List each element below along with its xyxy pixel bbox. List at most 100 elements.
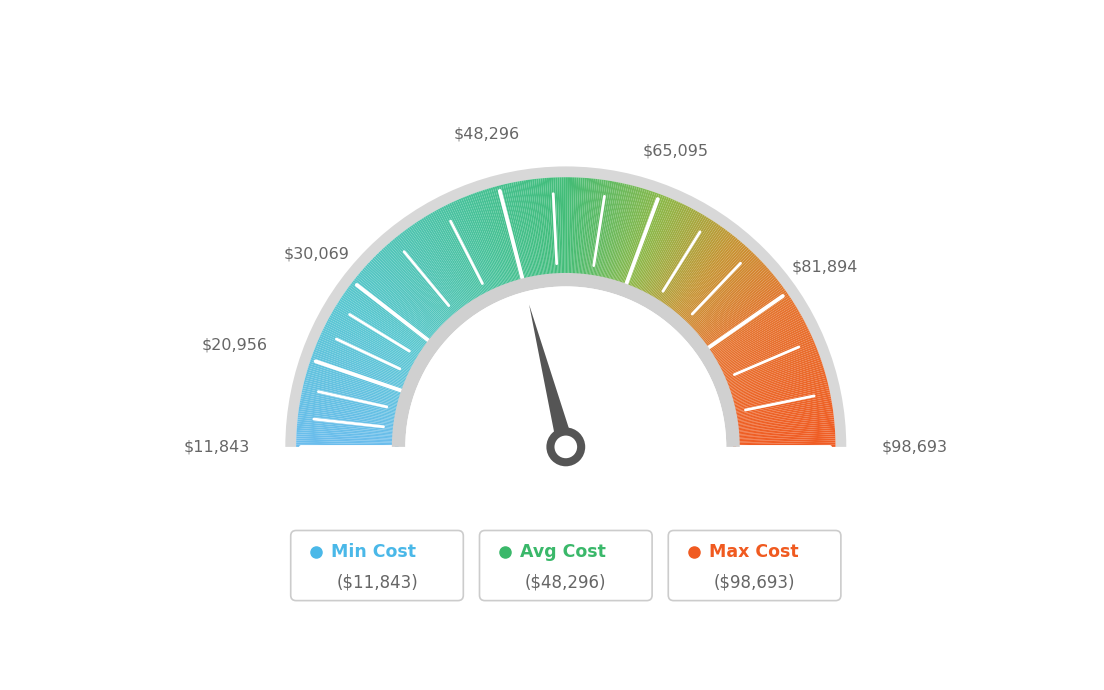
Wedge shape — [678, 246, 747, 323]
Wedge shape — [307, 368, 406, 399]
Wedge shape — [296, 445, 399, 447]
Wedge shape — [576, 178, 585, 280]
Wedge shape — [709, 308, 798, 362]
Wedge shape — [516, 181, 535, 283]
Wedge shape — [391, 240, 458, 319]
Wedge shape — [321, 330, 415, 375]
Wedge shape — [298, 413, 400, 427]
Wedge shape — [349, 285, 432, 348]
Text: $20,956: $20,956 — [201, 337, 267, 353]
Wedge shape — [702, 290, 786, 351]
Wedge shape — [399, 234, 464, 315]
Wedge shape — [346, 290, 429, 351]
Wedge shape — [332, 310, 422, 363]
Wedge shape — [325, 324, 417, 372]
Wedge shape — [298, 409, 401, 424]
Wedge shape — [318, 339, 412, 382]
Wedge shape — [335, 306, 423, 361]
Wedge shape — [502, 184, 528, 284]
Wedge shape — [730, 396, 831, 417]
Wedge shape — [312, 353, 408, 391]
Wedge shape — [613, 188, 643, 286]
Wedge shape — [633, 199, 675, 294]
Wedge shape — [730, 398, 831, 418]
Wedge shape — [725, 364, 822, 397]
Wedge shape — [583, 179, 595, 281]
Wedge shape — [475, 193, 510, 290]
Wedge shape — [725, 366, 824, 397]
Wedge shape — [350, 284, 433, 346]
Wedge shape — [505, 184, 529, 284]
Wedge shape — [365, 266, 442, 335]
Wedge shape — [601, 184, 625, 284]
FancyBboxPatch shape — [290, 531, 464, 600]
Wedge shape — [297, 430, 399, 437]
Wedge shape — [397, 235, 463, 317]
Wedge shape — [297, 420, 400, 431]
Wedge shape — [628, 197, 669, 293]
Wedge shape — [692, 270, 771, 338]
Wedge shape — [501, 185, 527, 284]
Wedge shape — [661, 225, 721, 310]
Wedge shape — [564, 177, 565, 279]
Wedge shape — [562, 177, 564, 279]
Wedge shape — [463, 197, 503, 293]
Wedge shape — [402, 231, 466, 314]
Text: $30,069: $30,069 — [284, 246, 349, 261]
Wedge shape — [420, 219, 476, 306]
Wedge shape — [732, 417, 835, 430]
Text: Min Cost: Min Cost — [331, 543, 416, 561]
Wedge shape — [423, 217, 478, 305]
Wedge shape — [641, 206, 690, 299]
Wedge shape — [696, 277, 776, 342]
Wedge shape — [523, 180, 541, 282]
Wedge shape — [426, 215, 480, 304]
Wedge shape — [352, 280, 435, 344]
Wedge shape — [590, 180, 606, 282]
Wedge shape — [285, 166, 847, 447]
Wedge shape — [305, 377, 404, 405]
Wedge shape — [318, 338, 413, 380]
Wedge shape — [713, 319, 804, 368]
Wedge shape — [682, 253, 755, 328]
Wedge shape — [315, 346, 411, 385]
Wedge shape — [408, 226, 469, 310]
Wedge shape — [582, 179, 593, 281]
Wedge shape — [693, 272, 772, 339]
Wedge shape — [439, 208, 489, 299]
Wedge shape — [299, 402, 401, 421]
Wedge shape — [666, 231, 730, 314]
Wedge shape — [309, 362, 407, 395]
Wedge shape — [703, 293, 789, 353]
Wedge shape — [710, 310, 799, 363]
Wedge shape — [733, 436, 836, 442]
Wedge shape — [732, 426, 835, 435]
Wedge shape — [721, 346, 817, 385]
Wedge shape — [657, 220, 714, 307]
Wedge shape — [298, 415, 400, 428]
Wedge shape — [728, 377, 827, 405]
Wedge shape — [539, 179, 550, 281]
Wedge shape — [678, 248, 749, 324]
Wedge shape — [376, 253, 449, 328]
Wedge shape — [581, 178, 591, 280]
Wedge shape — [669, 235, 734, 317]
Wedge shape — [436, 210, 487, 300]
Wedge shape — [729, 384, 828, 409]
Circle shape — [546, 428, 585, 466]
Wedge shape — [732, 420, 835, 431]
Wedge shape — [722, 350, 818, 388]
Wedge shape — [607, 186, 635, 285]
Wedge shape — [575, 177, 583, 280]
Wedge shape — [340, 297, 427, 355]
Wedge shape — [732, 422, 835, 433]
Wedge shape — [304, 382, 404, 408]
Wedge shape — [702, 292, 787, 352]
Wedge shape — [676, 243, 744, 322]
Wedge shape — [567, 177, 570, 279]
Wedge shape — [310, 357, 408, 393]
Wedge shape — [714, 324, 807, 372]
Wedge shape — [720, 339, 814, 382]
Wedge shape — [715, 326, 808, 373]
Wedge shape — [731, 407, 832, 424]
